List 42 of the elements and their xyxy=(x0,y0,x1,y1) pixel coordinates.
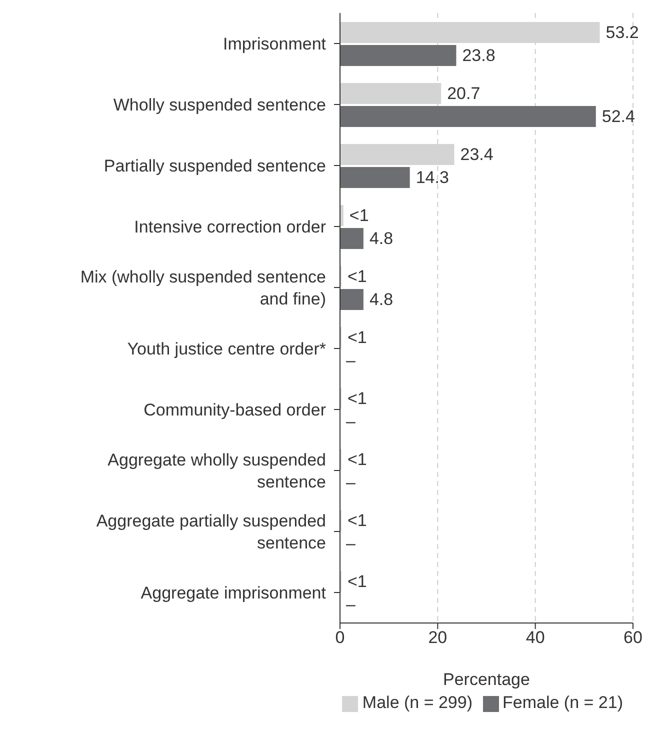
x-tick-label: 20 xyxy=(428,628,448,648)
y-tick-label: Imprisonment xyxy=(223,34,326,53)
y-tick-label: Mix (wholly suspended sentence and fine) xyxy=(80,267,326,308)
data-label: – xyxy=(346,595,356,614)
data-label: – xyxy=(346,412,356,431)
bar xyxy=(340,289,364,310)
data-label: <1 xyxy=(347,389,367,408)
y-tick-label: Aggregate wholly suspended sentence xyxy=(108,450,326,491)
data-label: 14.3 xyxy=(416,168,449,187)
data-label: 23.8 xyxy=(462,46,496,65)
x-tick-label: 60 xyxy=(624,628,642,648)
bar xyxy=(340,167,410,188)
legend-label: Male (n = 299) xyxy=(362,693,473,712)
x-axis-title: Percentage xyxy=(443,670,530,689)
data-label: – xyxy=(346,473,356,492)
y-tick-label: Intensive correction order xyxy=(134,217,326,236)
data-label: <1 xyxy=(349,206,369,225)
data-label: <1 xyxy=(347,572,367,591)
bar xyxy=(340,106,596,127)
data-label: 4.8 xyxy=(369,229,394,248)
data-label: 23.4 xyxy=(460,145,494,164)
bar xyxy=(340,228,364,249)
y-tick-label: Aggregate imprisonment xyxy=(140,583,326,602)
x-tick-label: 0 xyxy=(335,628,345,648)
y-tick-label: Community-based order xyxy=(144,400,326,419)
y-tick-label: Aggregate partially suspended sentence xyxy=(96,511,326,552)
y-tick-label: Wholly suspended sentence xyxy=(113,95,326,114)
data-label: – xyxy=(346,534,356,553)
data-label: 4.8 xyxy=(369,290,394,309)
y-tick-label: Partially suspended sentence xyxy=(104,156,326,175)
data-label: – xyxy=(346,351,356,370)
bar xyxy=(340,45,456,66)
data-label: 52.4 xyxy=(602,107,635,126)
data-label: <1 xyxy=(347,450,367,469)
legend-label: Female (n = 21) xyxy=(502,693,623,712)
y-tick-label: Youth justice centre order* xyxy=(127,339,326,358)
data-label: 20.7 xyxy=(447,84,480,103)
data-label: <1 xyxy=(347,267,367,286)
x-tick-label: 40 xyxy=(526,628,545,648)
data-label: 53.2 xyxy=(606,23,639,42)
data-label: <1 xyxy=(347,511,367,530)
data-label: <1 xyxy=(347,328,367,347)
